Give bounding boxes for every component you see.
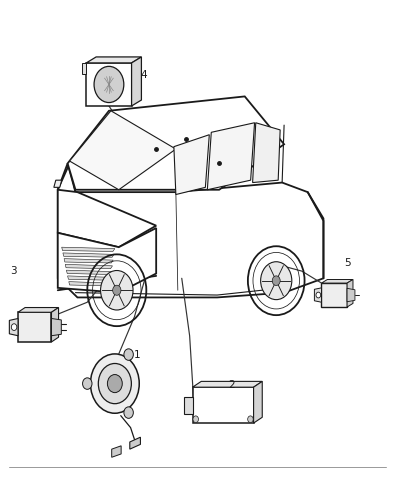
Polygon shape <box>193 382 262 387</box>
Polygon shape <box>63 253 114 257</box>
Polygon shape <box>51 319 61 336</box>
Polygon shape <box>68 96 284 190</box>
Circle shape <box>124 349 134 360</box>
Polygon shape <box>174 135 209 194</box>
Polygon shape <box>347 279 353 307</box>
Polygon shape <box>58 163 324 298</box>
Circle shape <box>193 416 198 422</box>
Circle shape <box>272 276 280 286</box>
Circle shape <box>98 363 132 404</box>
Polygon shape <box>68 276 111 280</box>
Polygon shape <box>69 282 110 286</box>
Circle shape <box>11 324 17 330</box>
Polygon shape <box>193 387 254 423</box>
Polygon shape <box>58 228 156 293</box>
Polygon shape <box>62 247 115 252</box>
Polygon shape <box>18 308 58 312</box>
Polygon shape <box>314 288 322 302</box>
Polygon shape <box>66 270 112 275</box>
Polygon shape <box>322 279 353 283</box>
Polygon shape <box>184 396 193 414</box>
Circle shape <box>248 416 253 422</box>
Polygon shape <box>112 446 121 457</box>
Circle shape <box>94 66 124 103</box>
Circle shape <box>83 378 92 389</box>
Polygon shape <box>322 283 347 307</box>
Polygon shape <box>51 308 58 342</box>
Polygon shape <box>254 382 262 423</box>
Polygon shape <box>253 123 280 182</box>
Text: 4: 4 <box>141 70 147 80</box>
Polygon shape <box>83 63 86 74</box>
Circle shape <box>124 407 134 419</box>
Polygon shape <box>58 190 156 247</box>
Text: 5: 5 <box>344 258 350 268</box>
Circle shape <box>107 374 122 393</box>
Polygon shape <box>54 180 62 187</box>
Polygon shape <box>70 111 176 190</box>
Polygon shape <box>65 264 113 269</box>
Polygon shape <box>9 319 18 336</box>
Text: 3: 3 <box>11 266 17 276</box>
Polygon shape <box>347 288 355 302</box>
Polygon shape <box>132 57 141 106</box>
Polygon shape <box>207 123 254 190</box>
Polygon shape <box>86 63 132 106</box>
Circle shape <box>316 292 321 298</box>
Polygon shape <box>18 312 51 342</box>
Text: 1: 1 <box>134 350 140 360</box>
Polygon shape <box>86 57 141 63</box>
Circle shape <box>90 354 139 413</box>
Circle shape <box>261 262 292 300</box>
Circle shape <box>101 271 133 310</box>
Text: 2: 2 <box>228 380 235 390</box>
Circle shape <box>113 285 121 295</box>
Polygon shape <box>130 437 141 449</box>
Polygon shape <box>64 259 113 263</box>
